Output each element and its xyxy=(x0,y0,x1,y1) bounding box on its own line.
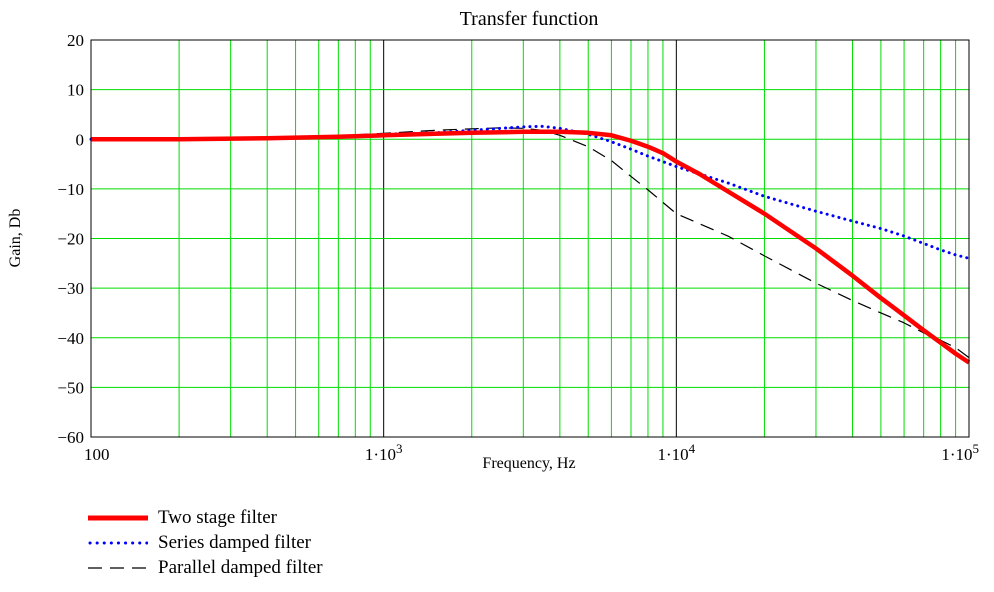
y-tick-label: 0 xyxy=(76,130,85,149)
legend-swatch-dotted-blue xyxy=(88,541,148,544)
y-tick-label: −60 xyxy=(57,428,84,447)
plot-frame xyxy=(90,39,970,438)
y-tick-label: −40 xyxy=(57,329,84,348)
legend-label: Series damped filter xyxy=(158,531,312,553)
y-tick-label: −10 xyxy=(57,180,84,199)
series-lines xyxy=(89,124,971,365)
y-tick-label: −50 xyxy=(57,378,84,397)
y-axis-ticks: 20 10 0 −10 −20 −30 −40 −50 −60 xyxy=(57,31,84,447)
x-tick-label: 1·103 xyxy=(365,441,403,464)
legend-item-parallel-damped: Parallel damped filter xyxy=(88,555,323,580)
legend-item-two-stage: Two stage filter xyxy=(88,505,323,530)
y-tick-label: −20 xyxy=(57,230,84,249)
x-axis-ticks: 100 1·103 1·104 1·105 xyxy=(84,441,979,464)
chart-legend: Two stage filter Series damped filter Pa… xyxy=(88,505,323,580)
series-line-solid-thick xyxy=(91,129,971,365)
y-tick-label: 20 xyxy=(67,31,84,50)
y-axis-label: Gain, Db xyxy=(7,209,24,268)
x-tick-label: 100 xyxy=(84,445,110,464)
x-axis-label: Frequency, Hz xyxy=(482,455,575,472)
series-line-dashed xyxy=(91,127,970,359)
y-tick-label: −30 xyxy=(57,279,84,298)
grid-lines xyxy=(91,40,969,437)
legend-label: Parallel damped filter xyxy=(158,556,323,578)
x-tick-label: 1·104 xyxy=(657,441,695,464)
legend-item-series-damped: Series damped filter xyxy=(88,530,323,555)
legend-swatch-dashed-black xyxy=(88,566,148,569)
chart-title: Transfer function xyxy=(460,8,599,30)
x-tick-label: 1·105 xyxy=(941,441,979,464)
legend-label: Two stage filter xyxy=(158,506,277,528)
legend-swatch-solid-red xyxy=(88,515,148,520)
y-tick-label: 10 xyxy=(67,81,84,100)
